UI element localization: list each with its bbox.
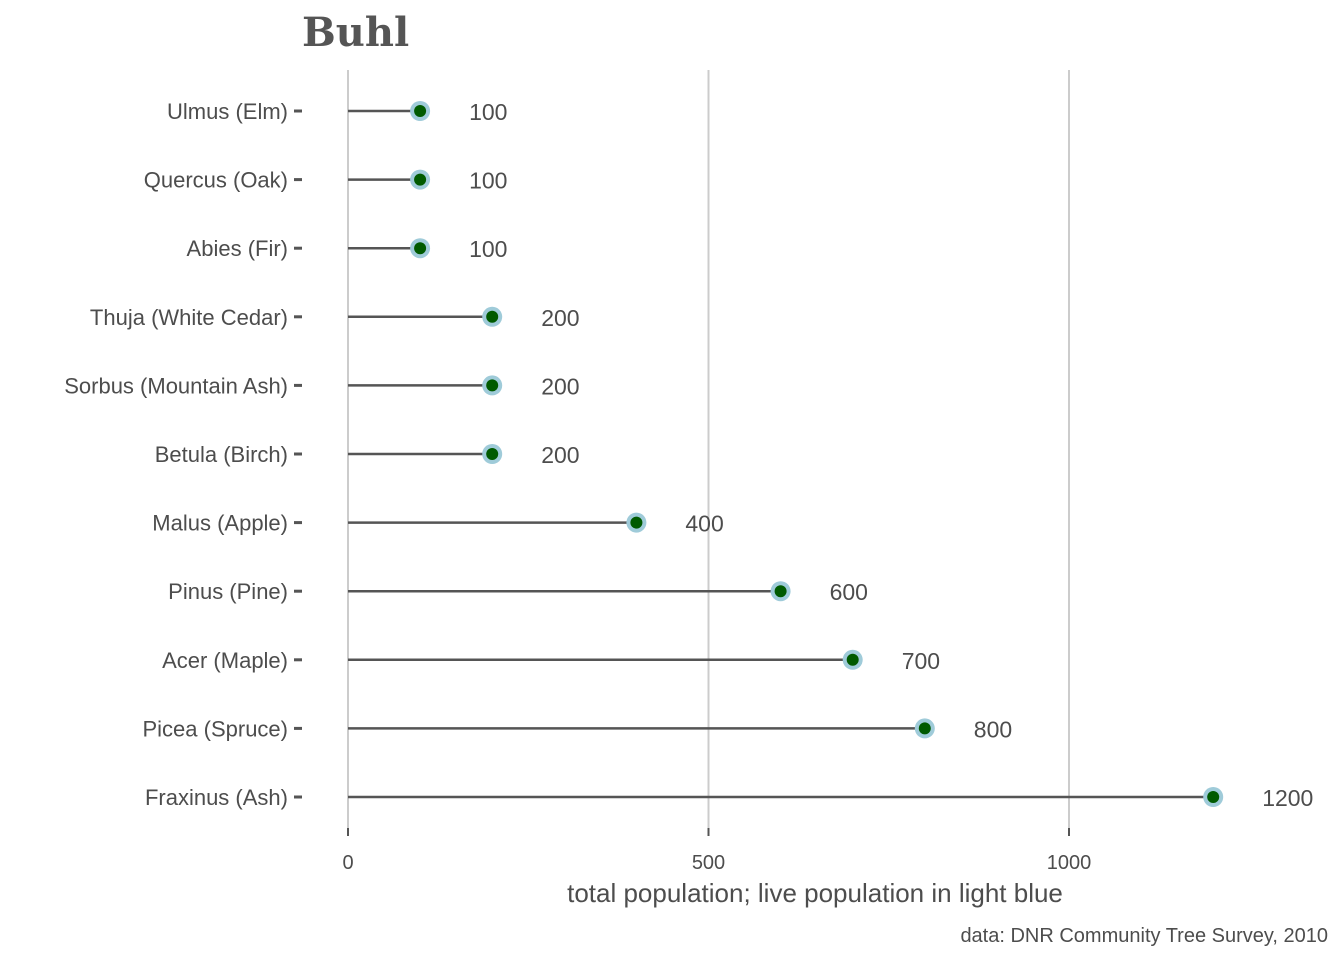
- category-label: Pinus (Pine): [168, 579, 288, 604]
- value-label: 600: [830, 579, 868, 605]
- category-label: Fraxinus (Ash): [145, 785, 288, 810]
- category-label: Sorbus (Mountain Ash): [64, 373, 288, 398]
- stems: [348, 109, 1214, 799]
- x-axis-ticks: 0 500 1000: [294, 109, 1092, 874]
- value-label: 700: [902, 648, 940, 674]
- gridlines: [347, 70, 1070, 828]
- value-label: 800: [974, 716, 1012, 742]
- total-point: [486, 310, 499, 323]
- labels: Ulmus (Elm) 100 Quercus (Oak) 100 Abies (Fir…: [64, 99, 1313, 811]
- total-point: [918, 722, 931, 735]
- points: [410, 101, 1224, 807]
- value-label: 100: [469, 99, 507, 125]
- total-point: [846, 653, 859, 666]
- x-axis-title: total population; live population in lig…: [567, 878, 1063, 908]
- category-label: Quercus (Oak): [144, 168, 288, 193]
- total-point: [486, 448, 499, 460]
- total-point: [1207, 791, 1220, 803]
- x-tick-label: 0: [342, 852, 353, 874]
- chart-title: Buhl: [302, 9, 409, 56]
- value-label: 1200: [1262, 785, 1313, 811]
- category-label: Betula (Birch): [155, 442, 288, 467]
- value-label: 100: [469, 236, 507, 262]
- total-point: [414, 173, 427, 186]
- category-label: Malus (Apple): [152, 511, 288, 536]
- total-point: [414, 105, 427, 117]
- value-label: 400: [685, 511, 723, 537]
- total-point: [486, 379, 499, 392]
- value-label: 200: [541, 442, 579, 468]
- category-label: Thuja (White Cedar): [90, 305, 288, 330]
- value-label: 100: [469, 168, 507, 194]
- category-label: Picea (Spruce): [142, 716, 288, 741]
- category-label: Ulmus (Elm): [167, 99, 288, 124]
- x-tick-label: 500: [692, 852, 725, 874]
- category-label: Acer (Maple): [162, 648, 288, 673]
- value-label: 200: [541, 305, 579, 331]
- value-label: 200: [541, 373, 579, 399]
- total-point: [414, 242, 427, 255]
- total-point: [774, 585, 787, 598]
- caption: data: DNR Community Tree Survey, 2010: [960, 925, 1328, 947]
- category-label: Abies (Fir): [187, 236, 288, 261]
- total-point: [630, 516, 643, 529]
- x-tick-label: 1000: [1047, 852, 1092, 874]
